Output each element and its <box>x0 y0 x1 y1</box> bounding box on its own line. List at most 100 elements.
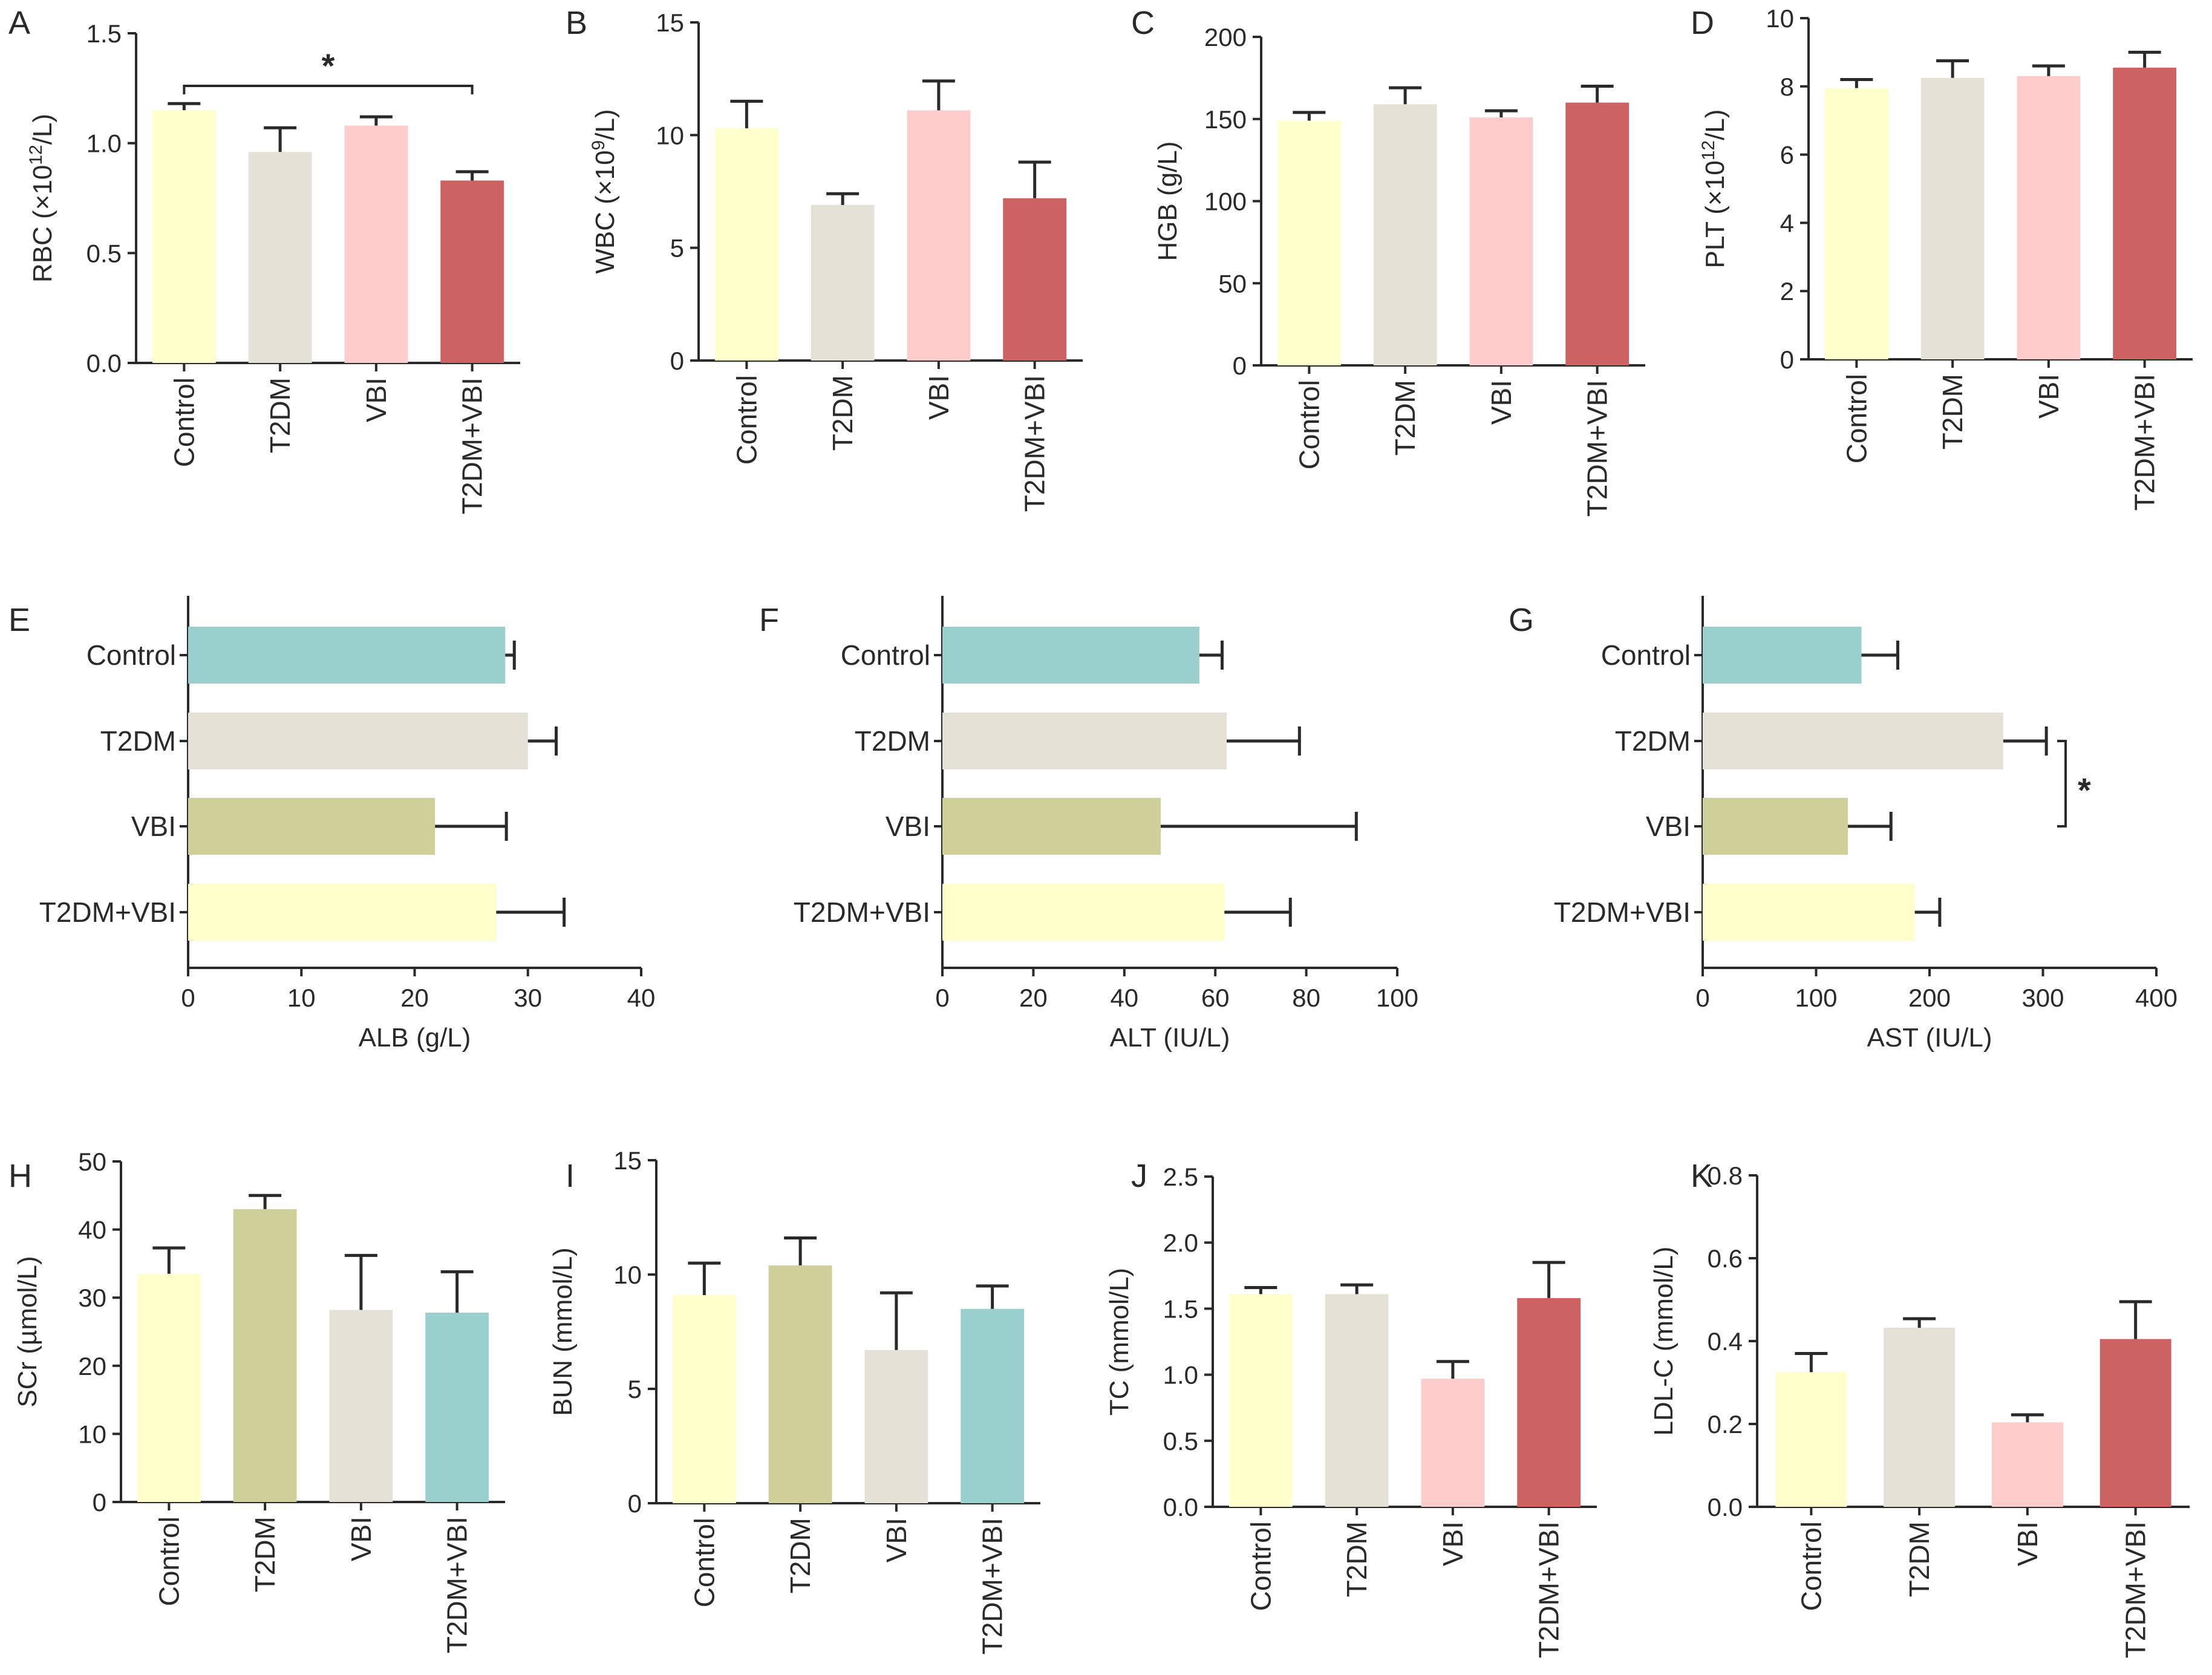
bar-t2dm-vbi <box>2099 1339 2171 1507</box>
x-tick-label: 200 <box>1908 984 1951 1012</box>
panel-letter: A <box>8 5 30 41</box>
bar-t2dm <box>1920 77 1985 359</box>
x-category-label: Control <box>1293 380 1325 469</box>
y-axis-label-main: HGB (g/L) <box>1153 141 1183 261</box>
y-axis-label: BUN (mmol/L) <box>548 1247 578 1416</box>
x-category-label: T2DM <box>249 1517 281 1592</box>
bar-t2dm-vbi <box>425 1312 489 1502</box>
panel-letter: C <box>1131 5 1155 41</box>
bar-t2dm-vbi <box>1565 102 1630 365</box>
x-tick-label: 300 <box>2021 984 2064 1012</box>
y-category-label: T2DM+VBI <box>1554 896 1691 928</box>
bar-t2dm-vbi <box>440 180 504 363</box>
x-tick-label: 20 <box>1019 984 1048 1012</box>
x-tick-label: 40 <box>627 984 656 1012</box>
y-tick-label: 100 <box>1204 188 1247 216</box>
bar-control <box>672 1295 736 1503</box>
bar-vbi <box>188 798 436 855</box>
x-tick-label: 10 <box>287 984 316 1012</box>
y-tick-label: 0.5 <box>86 239 122 267</box>
chart-panel-i: I 0 5 10 15 Control T2DM VBI T2DM+VBI BUN (mmol/L… <box>548 1146 1040 1654</box>
bar-control <box>152 110 216 363</box>
bar-t2dm-vbi <box>1003 198 1067 361</box>
y-tick-label: 10 <box>656 121 684 149</box>
x-tick-label: 30 <box>514 984 542 1012</box>
bar-vbi <box>907 110 971 361</box>
y-axis-label-main: BUN (mmol/L) <box>548 1247 578 1416</box>
y-tick-label: 15 <box>656 8 684 37</box>
bar-control <box>1228 1294 1293 1507</box>
bar-t2dm <box>1325 1294 1389 1507</box>
y-tick-label: 150 <box>1204 105 1247 134</box>
x-category-label: T2DM <box>785 1518 816 1593</box>
y-category-label: T2DM+VBI <box>794 896 930 928</box>
panel-letter: H <box>8 1158 32 1194</box>
y-tick-label: 10 <box>78 1420 106 1448</box>
y-axis-label-main: LDL-C (mmol/L) <box>1649 1247 1679 1436</box>
panel-letter: J <box>1131 1158 1147 1194</box>
bar-t2dm <box>188 713 528 769</box>
y-category-label: Control <box>86 639 176 671</box>
y-axis-label-main: WBC (×10 <box>590 150 620 273</box>
y-tick-label: 4 <box>1780 209 1794 237</box>
bar-t2dm-vbi <box>188 884 497 941</box>
y-tick-label: 0 <box>1780 345 1794 374</box>
x-category-label: T2DM <box>264 377 296 453</box>
x-category-label: T2DM <box>1341 1521 1372 1597</box>
bar-vbi <box>2017 76 2081 359</box>
x-axis-label: ALT (IU/L) <box>1110 1023 1230 1053</box>
significance-bracket <box>183 85 474 94</box>
x-category-label: Control <box>688 1518 720 1607</box>
bar-t2dm <box>942 713 1227 769</box>
bar-vbi <box>344 125 408 363</box>
significance-star: * <box>2078 771 2091 809</box>
y-tick-label: 2.5 <box>1163 1163 1198 1191</box>
chart-panel-a: A 0.0 0.5 1.0 1.5 Control T2DM VBI T2DM+VBI RBC (… <box>8 5 520 514</box>
x-tick-label: 40 <box>1110 984 1138 1012</box>
bar-control <box>714 128 778 361</box>
panel-letter: G <box>1509 602 1534 638</box>
x-category-label: T2DM+VBI <box>2129 374 2161 511</box>
chart-panel-b: B 0 5 10 15 Control T2DM VBI T2DM+VBI WBC (×109/L… <box>566 5 1083 512</box>
x-category-label: T2DM <box>1937 374 1968 449</box>
x-category-label: T2DM+VBI <box>457 377 488 514</box>
bar-control <box>1277 120 1341 365</box>
x-tick-label: 100 <box>1795 984 1837 1012</box>
panel-letter: B <box>566 5 587 41</box>
y-axis-label: RBC (×1012/L) <box>26 114 57 282</box>
bar-t2dm <box>1884 1328 1956 1507</box>
y-category-label: T2DM+VBI <box>39 896 176 928</box>
y-tick-label: 0.0 <box>1708 1493 1743 1521</box>
y-tick-label: 40 <box>78 1216 106 1244</box>
y-tick-label: 0 <box>1233 351 1247 380</box>
bar-control <box>188 627 506 684</box>
bar-t2dm <box>248 152 312 363</box>
x-category-label: T2DM+VBI <box>1533 1521 1565 1658</box>
y-tick-label: 15 <box>613 1146 642 1175</box>
bar-control <box>1703 627 1862 684</box>
x-tick-label: 0 <box>1695 984 1709 1012</box>
bar-t2dm-vbi <box>2113 67 2177 359</box>
x-category-label: VBI <box>1437 1521 1469 1566</box>
chart-panel-g: G 0 100 200 300 400 Control T2DM VBI T2DM+VBI AST … <box>1509 596 2178 1053</box>
chart-panel-e: E 0 10 20 30 40 Control T2DM VBI T2DM+VBI ALB (g/L… <box>8 596 655 1053</box>
y-axis-label-main: PLT (×10 <box>1700 160 1730 268</box>
bar-vbi <box>942 798 1161 855</box>
bar-t2dm-vbi <box>1517 1298 1581 1507</box>
y-axis-label-suffix: /L) <box>28 114 57 145</box>
y-tick-label: 0.5 <box>1163 1427 1198 1455</box>
y-axis-label: SCr (µmol/L) <box>13 1256 42 1407</box>
x-category-label: VBI <box>1486 380 1517 425</box>
x-category-label: VBI <box>923 375 954 420</box>
y-category-label: T2DM <box>855 725 930 757</box>
x-category-label: Control <box>168 377 200 467</box>
x-category-label: Control <box>731 375 762 465</box>
y-tick-label: 0.2 <box>1708 1410 1743 1438</box>
bar-t2dm <box>1373 104 1437 365</box>
y-axis-label-suffix: /L) <box>1700 109 1730 140</box>
y-tick-label: 2 <box>1780 277 1794 305</box>
x-tick-label: 80 <box>1292 984 1320 1012</box>
y-axis-label: PLT (×1012/L) <box>1698 109 1730 269</box>
y-category-label: VBI <box>131 811 176 842</box>
x-tick-label: 60 <box>1201 984 1230 1012</box>
